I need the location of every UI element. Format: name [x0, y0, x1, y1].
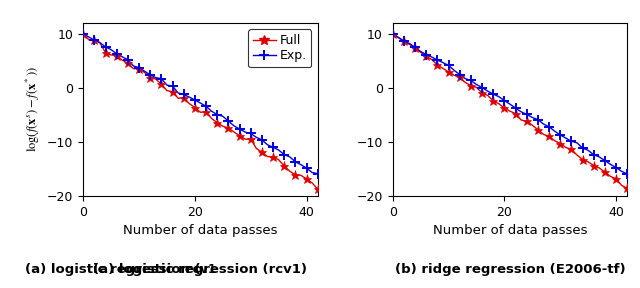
- Full: [180, 96, 188, 100]
- Full: [213, 121, 221, 124]
- Full: [247, 137, 255, 141]
- Exp.: [135, 66, 143, 69]
- Full: [291, 173, 299, 177]
- Full: [225, 126, 232, 130]
- Exp.: [280, 153, 288, 156]
- Exp.: [113, 52, 120, 56]
- Exp.: [247, 132, 255, 135]
- Full: [202, 110, 210, 113]
- Full: [280, 164, 288, 168]
- Legend: Full, Exp.: Full, Exp.: [248, 29, 312, 67]
- X-axis label: Number of data passes: Number of data passes: [123, 224, 278, 237]
- Exp.: [191, 98, 198, 102]
- Full: [169, 90, 177, 93]
- Full: [191, 106, 198, 109]
- Exp.: [314, 172, 321, 175]
- Line: Exp.: Exp.: [79, 29, 322, 178]
- Full: [147, 76, 154, 79]
- Text: (a) logistic regression (rcv1): (a) logistic regression (rcv1): [93, 264, 307, 276]
- Full: [113, 54, 120, 57]
- Exp.: [124, 58, 132, 61]
- Exp.: [157, 77, 165, 80]
- Full: [124, 61, 132, 65]
- Full: [102, 51, 109, 54]
- Exp.: [202, 105, 210, 108]
- Exp.: [180, 93, 188, 96]
- Full: [79, 32, 87, 35]
- Full: [157, 82, 165, 86]
- Full: [269, 155, 277, 159]
- Full: [135, 67, 143, 70]
- Exp.: [258, 138, 266, 142]
- Full: [90, 38, 98, 41]
- Exp.: [291, 160, 299, 164]
- Text: (a) logistic regression (: (a) logistic regression (: [25, 264, 200, 276]
- Exp.: [236, 127, 243, 131]
- Exp.: [79, 32, 87, 35]
- Exp.: [102, 45, 109, 49]
- Exp.: [269, 145, 277, 149]
- Exp.: [303, 166, 310, 170]
- Text: (b) ridge regression (E2006-tf): (b) ridge regression (E2006-tf): [395, 264, 625, 276]
- Y-axis label: $\log(f(\mathbf{x}^s) - f(\mathbf{x}^*))$: $\log(f(\mathbf{x}^s) - f(\mathbf{x}^*))…: [24, 67, 42, 152]
- Full: [303, 177, 310, 181]
- Exp.: [225, 119, 232, 123]
- Full: [258, 150, 266, 154]
- Full: [314, 187, 321, 191]
- Line: Full: Full: [79, 29, 322, 194]
- Exp.: [90, 39, 98, 42]
- Exp.: [169, 84, 177, 88]
- Exp.: [147, 73, 154, 77]
- Full: [236, 134, 243, 137]
- Exp.: [213, 113, 221, 116]
- Text: rcv1: rcv1: [184, 264, 216, 276]
- X-axis label: Number of data passes: Number of data passes: [433, 224, 588, 237]
